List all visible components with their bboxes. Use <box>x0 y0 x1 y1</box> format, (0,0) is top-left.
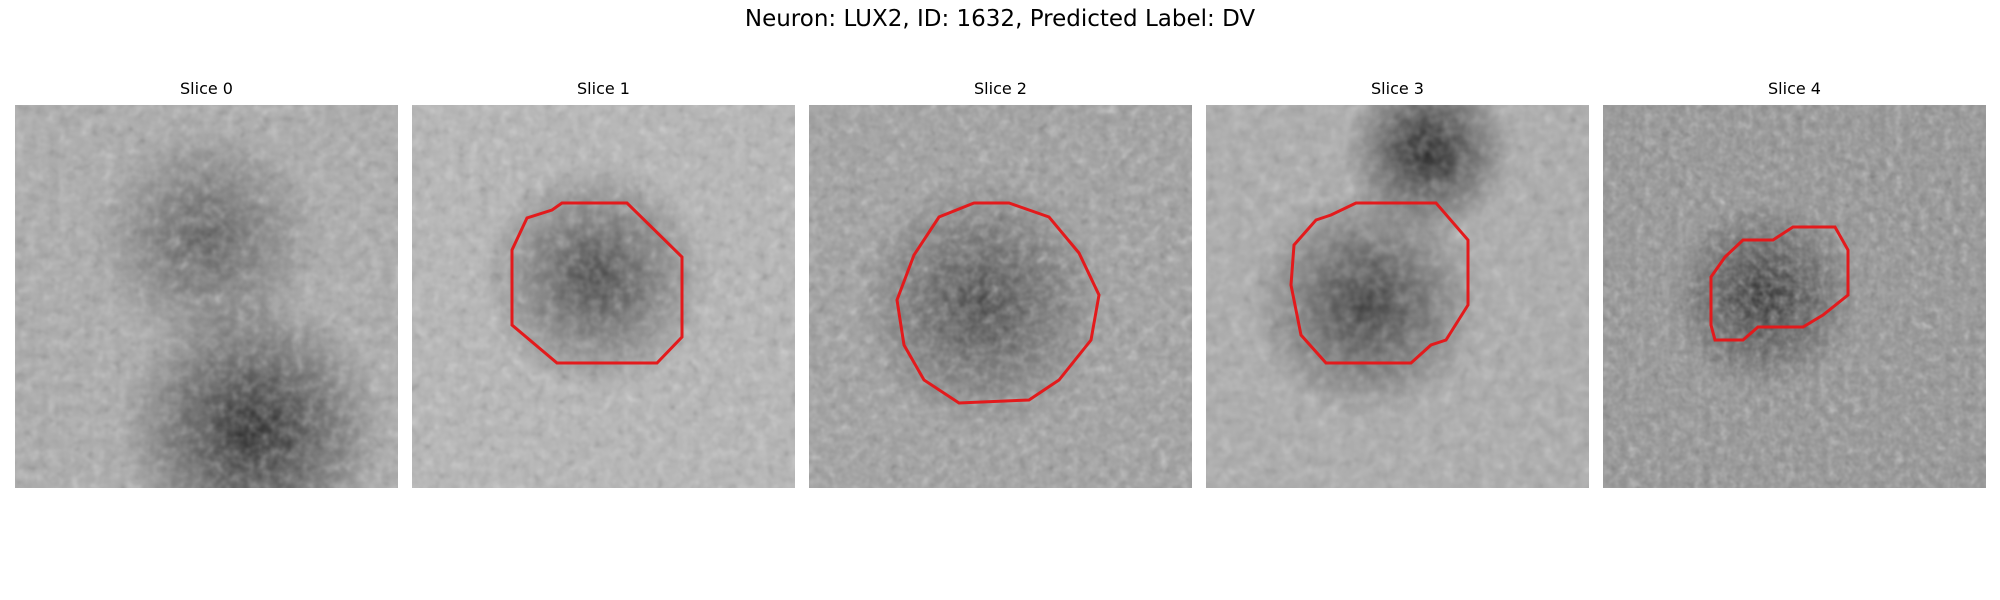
slice-panel-0: Slice 0 <box>15 105 398 488</box>
slice-image-2 <box>809 105 1192 488</box>
slice-title: Slice 2 <box>809 79 1192 98</box>
slice-title: Slice 1 <box>412 79 795 98</box>
figure-title: Neuron: LUX2, ID: 1632, Predicted Label:… <box>0 6 2000 32</box>
slice-image-1 <box>412 105 795 488</box>
slice-panel-4: Slice 4 <box>1603 105 1986 488</box>
slice-panel-2: Slice 2 <box>809 105 1192 488</box>
slice-panel-1: Slice 1 <box>412 105 795 488</box>
slice-title: Slice 3 <box>1206 79 1589 98</box>
slice-title: Slice 4 <box>1603 79 1986 98</box>
slice-title: Slice 0 <box>15 79 398 98</box>
slice-image-3 <box>1206 105 1589 488</box>
slice-panel-3: Slice 3 <box>1206 105 1589 488</box>
slice-image-0 <box>15 105 398 488</box>
slice-image-4 <box>1603 105 1986 488</box>
